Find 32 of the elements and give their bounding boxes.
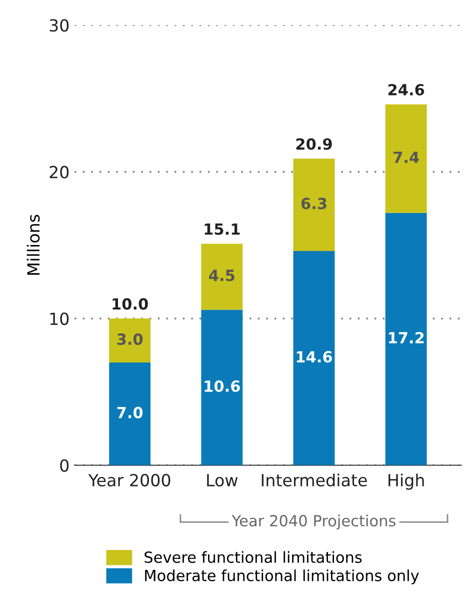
data-label: 10.6 xyxy=(204,380,240,392)
y-tick-label: 0 xyxy=(60,459,69,472)
total-label: 20.9 xyxy=(296,138,332,150)
bar xyxy=(385,212,427,466)
text: Year 2040 Projections xyxy=(232,514,396,530)
bar xyxy=(109,362,151,466)
data-label: 4.5 xyxy=(209,270,234,282)
total-label: 15.1 xyxy=(204,224,240,235)
total-label: 10.0 xyxy=(112,298,148,310)
total-label: 24.6 xyxy=(388,84,424,96)
data-label: 14.6 xyxy=(296,351,332,363)
bar xyxy=(293,251,335,466)
legend-label: Moderate functional limitations only xyxy=(145,569,419,584)
y-axis-title: Millions xyxy=(26,214,40,275)
y-tick-label: 30 xyxy=(50,19,69,32)
bar xyxy=(293,158,335,252)
x-tick-label: High xyxy=(388,474,424,490)
y-tick-label: 10 xyxy=(50,312,69,326)
legend-label: Severe functional limitations xyxy=(144,551,362,563)
x-tick-label: Year 2000 xyxy=(88,474,170,486)
x-tick-label: Low xyxy=(207,474,238,486)
bar xyxy=(109,318,151,363)
data-label: 3.0 xyxy=(117,333,143,345)
data-label: 7.0 xyxy=(117,406,143,418)
bar xyxy=(385,104,427,213)
x-tick-label: Intermediate xyxy=(262,474,367,486)
y-tick-label: 20 xyxy=(50,166,69,178)
data-label: 17.2 xyxy=(388,332,424,344)
data-label: 6.3 xyxy=(301,198,326,210)
bar xyxy=(201,310,243,466)
data-label: 7.4 xyxy=(394,152,419,163)
bar xyxy=(201,244,243,310)
